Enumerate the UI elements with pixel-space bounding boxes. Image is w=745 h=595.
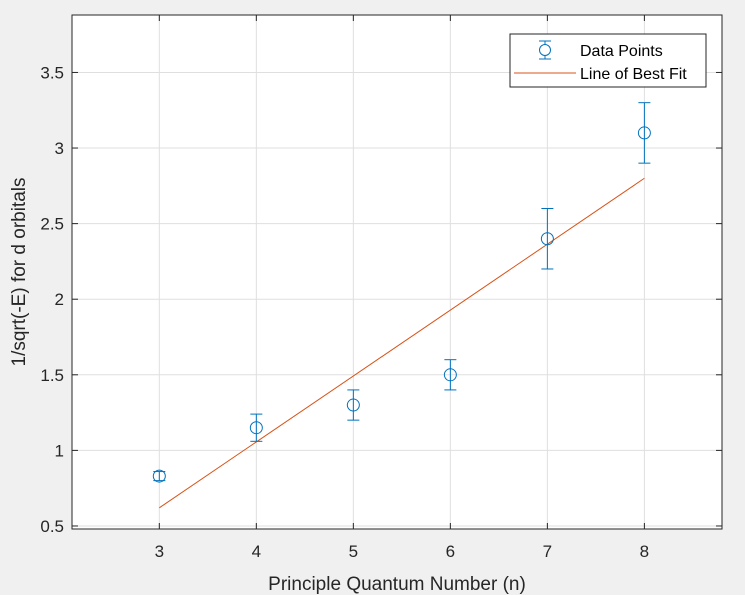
legend-marker xyxy=(539,44,551,56)
data-marker xyxy=(637,126,651,140)
legend-symbol-data-points xyxy=(539,40,551,60)
plot-area xyxy=(72,15,722,529)
best-fit-line xyxy=(159,177,645,509)
data-point xyxy=(443,359,457,391)
data-point xyxy=(152,469,166,483)
y-tick-label: 2 xyxy=(55,290,64,309)
legend-label-data-points: Data Points xyxy=(580,43,663,60)
ticks xyxy=(72,15,722,529)
tick-labels: 3 4 5 6 7 8 0.5 1 1.5 2 2.5 3 3.5 xyxy=(40,63,649,561)
legend-box xyxy=(509,33,707,88)
x-axis-label: Principle Quantum Number (n) xyxy=(268,574,526,595)
data-point xyxy=(249,413,263,442)
x-tick-label: 5 xyxy=(349,542,358,561)
y-tick-label: 3 xyxy=(55,139,64,158)
legend-label-line-of-best-fit: Line of Best Fit xyxy=(580,66,687,83)
y-tick-label: 1.5 xyxy=(40,366,64,385)
data-marker xyxy=(540,232,554,246)
y-tick-label: 0.5 xyxy=(40,517,64,536)
x-tick-label: 4 xyxy=(252,542,261,561)
data-marker xyxy=(249,421,263,435)
axes-box xyxy=(71,14,723,530)
data-marker xyxy=(346,398,360,412)
data-marker xyxy=(443,368,457,382)
x-tick-label: 6 xyxy=(446,542,455,561)
legend: Data Points Line of Best Fit xyxy=(509,33,707,88)
series-layer xyxy=(152,102,651,509)
y-axis-label: 1/sqrt(-E) for d orbitals xyxy=(9,178,30,367)
y-tick-label: 1 xyxy=(55,441,64,460)
x-tick-label: 8 xyxy=(640,542,649,561)
x-tick-label: 3 xyxy=(155,542,164,561)
y-tick-label: 3.5 xyxy=(40,63,64,82)
data-point xyxy=(540,208,554,270)
x-tick-label: 7 xyxy=(543,542,552,561)
data-marker xyxy=(152,469,166,483)
data-point xyxy=(346,389,360,421)
y-tick-label: 2.5 xyxy=(40,215,64,234)
data-point xyxy=(637,102,651,164)
